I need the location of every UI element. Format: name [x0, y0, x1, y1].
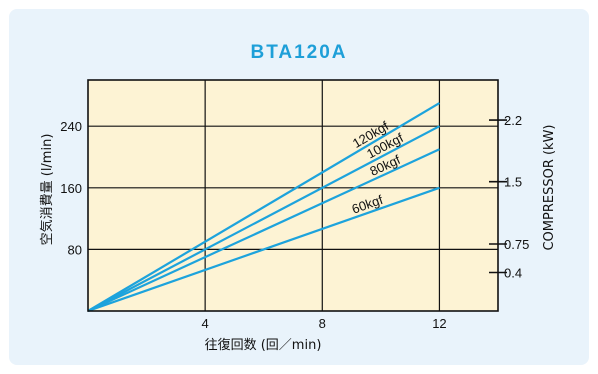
- grid-lines: [88, 80, 498, 311]
- x-tick-label-4: 4: [202, 316, 209, 331]
- chart-title: BTA120A: [250, 42, 348, 63]
- plot-frame: [87, 79, 499, 312]
- x-tick-label-12: 12: [432, 316, 446, 331]
- y2-tick-label-1.5: 1.5: [504, 175, 522, 190]
- y-tick-label-80: 80: [68, 242, 82, 257]
- series-line-120kgf: [87, 102, 440, 312]
- plot-area: [88, 80, 498, 311]
- y2-axis-label: COMPRESSOR (kW): [542, 124, 557, 250]
- x-tick-label-8: 8: [319, 316, 326, 331]
- y2-tick-label-2.2: 2.2: [504, 113, 522, 128]
- y2-tick-label-0.4: 0.4: [504, 266, 522, 281]
- secondary-axis: [489, 119, 507, 274]
- series-line-60kgf: [87, 186, 440, 313]
- series-line-100kgf: [87, 125, 440, 312]
- y-axis-label: 空気消費量 (l/min): [39, 134, 55, 246]
- y-tick-label-240: 240: [60, 119, 82, 134]
- series-line-80kgf: [87, 148, 440, 312]
- y2-tick-label-0.75: 0.75: [504, 237, 529, 252]
- series-lines: [87, 102, 440, 313]
- y-tick-label-160: 160: [60, 181, 82, 196]
- x-axis-label: 往復回数 (回／min): [205, 337, 322, 353]
